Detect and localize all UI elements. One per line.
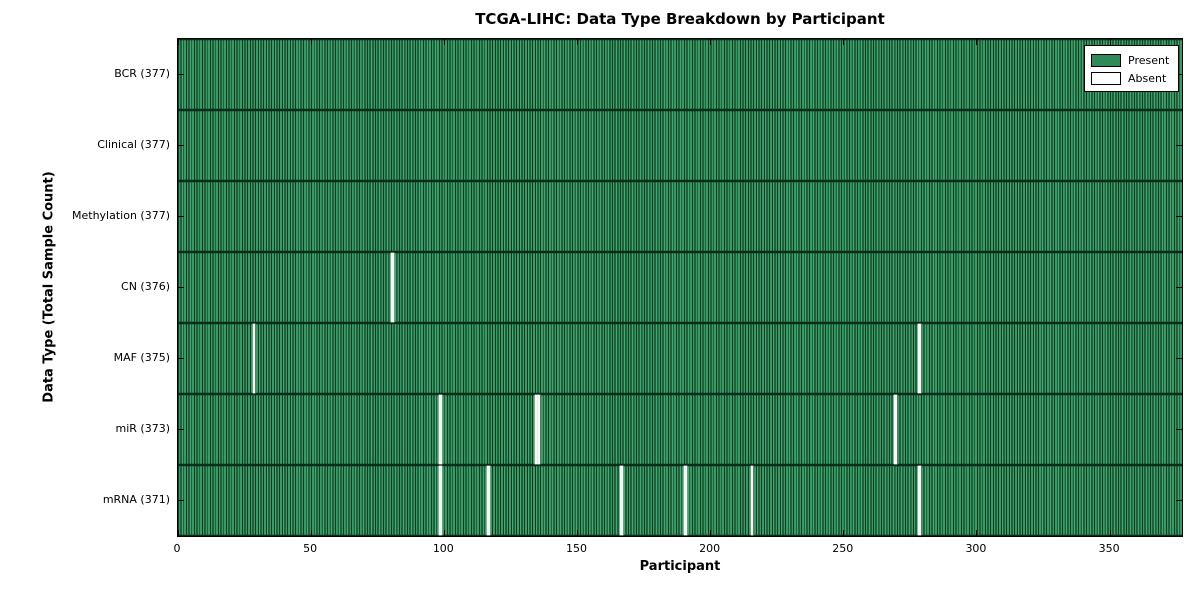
x-tick-mark: [710, 39, 712, 45]
x-tick-mark: [576, 530, 578, 536]
absent-mark: [750, 466, 754, 535]
absent-mark: [486, 466, 490, 535]
x-tick-mark: [310, 530, 312, 536]
y-tick-mark: [178, 358, 184, 359]
x-tick-mark: [178, 530, 179, 536]
x-tick-label: 50: [303, 542, 318, 555]
x-tick-mark: [1109, 39, 1111, 45]
plot-area-inner: [178, 39, 1182, 536]
y-tick-mark: [1176, 145, 1182, 146]
y-tick-mark: [1176, 429, 1182, 430]
x-tick-label: 150: [565, 542, 587, 555]
x-tick-label: 0: [173, 542, 181, 555]
y-tick-label: MAF (375): [113, 350, 170, 364]
x-tick-mark: [443, 530, 445, 536]
x-tick-label: 350: [1098, 542, 1120, 555]
x-tick-mark: [443, 39, 445, 45]
x-tick-mark: [843, 530, 845, 536]
y-tick-label: miR (373): [115, 421, 171, 435]
chart-title: TCGA-LIHC: Data Type Breakdown by Partic…: [475, 10, 885, 28]
x-tick-label: 300: [965, 542, 987, 555]
absent-mark: [894, 395, 898, 464]
x-tick-mark: [710, 530, 712, 536]
absent-mark: [537, 395, 541, 464]
datatype-row-maf: [178, 323, 1182, 394]
datatype-row-clinical: [178, 110, 1182, 181]
y-tick-label: mRNA (371): [102, 492, 170, 506]
datatype-row-mrna: [178, 465, 1182, 536]
plot-area: [177, 38, 1183, 537]
y-tick-mark: [178, 429, 184, 430]
x-tick-mark: [1109, 530, 1111, 536]
datatype-row-methylation: [178, 181, 1182, 252]
y-tick-mark: [178, 145, 184, 146]
x-tick-mark: [976, 39, 978, 45]
y-tick-label: Methylation (377): [72, 208, 170, 222]
datatype-row-bcr: [178, 39, 1182, 110]
absent-mark: [438, 395, 442, 464]
x-tick-mark: [310, 39, 312, 45]
x-tick-mark: [843, 39, 845, 45]
legend-swatch-present: [1091, 53, 1121, 67]
x-axis-label: Participant: [639, 559, 721, 574]
x-tick-mark: [178, 39, 179, 45]
y-tick-mark: [1176, 358, 1182, 359]
y-tick-mark: [1176, 216, 1182, 217]
y-tick-label: CN (376): [121, 279, 170, 293]
x-tick-mark: [976, 530, 978, 536]
x-tick-mark: [576, 39, 578, 45]
y-tick-mark: [178, 216, 184, 217]
x-tick-label: 100: [432, 542, 454, 555]
datatype-row-cn: [178, 252, 1182, 323]
absent-mark: [252, 324, 256, 393]
legend-entry-absent: Absent: [1091, 69, 1172, 87]
y-tick-mark: [1176, 73, 1182, 75]
y-tick-mark: [178, 73, 184, 75]
y-tick-mark: [1176, 500, 1182, 501]
absent-mark: [620, 466, 623, 535]
y-tick-label: Clinical (377): [97, 137, 170, 151]
absent-mark: [918, 466, 921, 535]
y-tick-label: BCR (377): [114, 66, 170, 80]
legend: Present Absent: [1084, 45, 1179, 92]
y-tick-mark: [178, 500, 184, 501]
absent-mark: [534, 395, 538, 464]
x-tick-label: 250: [832, 542, 854, 555]
absent-mark: [918, 324, 921, 393]
absent-mark: [438, 466, 442, 535]
legend-swatch-absent: [1091, 71, 1121, 85]
absent-mark: [391, 253, 394, 322]
legend-label-present: Present: [1128, 53, 1170, 67]
y-tick-mark: [178, 287, 184, 288]
legend-label-absent: Absent: [1128, 71, 1167, 85]
datatype-row-mir: [178, 394, 1182, 465]
legend-entry-present: Present: [1091, 51, 1172, 69]
absent-mark: [683, 466, 687, 535]
y-tick-mark: [1176, 287, 1182, 288]
x-tick-label: 200: [699, 542, 721, 555]
